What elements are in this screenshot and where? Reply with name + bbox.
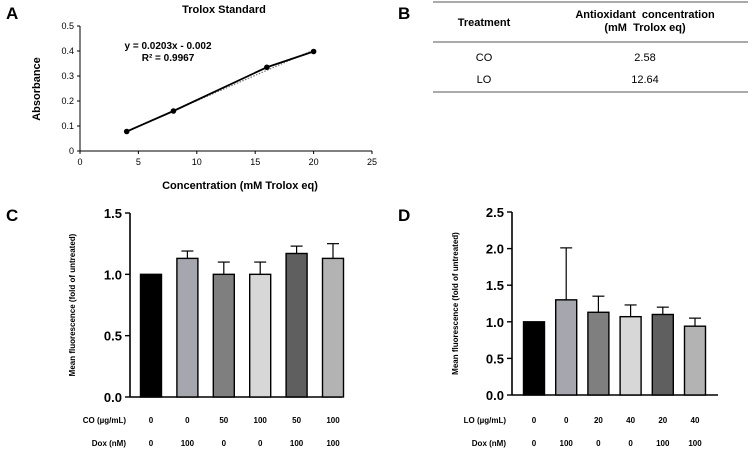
chart-c-row-label-treatment: CO (µg/mL) (83, 416, 127, 425)
chart-c-treatment-value: 50 (219, 416, 228, 425)
chart-a-x-tick-label: 15 (250, 157, 260, 167)
table-header-treatment: Treatment (458, 17, 511, 29)
chart-a-data-point (123, 128, 130, 135)
chart-d-y-tick-label: 0.5 (486, 351, 504, 366)
chart-d-bar (555, 299, 578, 396)
chart-a-data-point (264, 64, 270, 71)
chart-d-row-label-treatment: LO (µg/mL) (464, 416, 507, 425)
chart-a-y-tick-label: 0.2 (61, 96, 74, 106)
chart-a-x-tick-label: 0 (77, 157, 82, 167)
chart-c-co-fluorescence: 0.0 0.5 1.0 1.5 Mean fluorescence (fold of u… (68, 206, 345, 448)
chart-c-row-label-dox: Dox (nM) (92, 439, 127, 448)
chart-c-bar (176, 257, 199, 398)
chart-c-bar (285, 252, 308, 398)
chart-d-y-tick-label: 2.5 (486, 205, 504, 220)
chart-a-trolox-standard: Trolox Standard y = 0.0203x - 0.002 R² =… (31, 4, 377, 192)
chart-a-y-tick-label: 0.1 (61, 121, 74, 131)
chart-d-bar (683, 325, 707, 396)
chart-a-x-tick-label: 25 (367, 157, 377, 167)
chart-d-lo-fluorescence: 0.0 0.5 1.0 1.5 2.0 2.5 Mean fluorescence (fol… (451, 205, 718, 448)
chart-c-y-axis-title: Mean fluorescence (fold of untreated) (68, 233, 77, 376)
chart-a-data-point (310, 48, 317, 55)
chart-a-y-tick-label: 0 (69, 146, 74, 156)
panel-label-b: B (398, 4, 410, 23)
chart-c-treatment-value: 50 (292, 416, 301, 425)
chart-d-treatment-value: 0 (564, 416, 569, 425)
panel-label-c: C (6, 206, 18, 225)
chart-c-treatment-value: 100 (326, 416, 340, 425)
chart-d-dox-value: 100 (560, 439, 574, 448)
chart-d-treatment-value: 40 (691, 416, 700, 425)
chart-a-r-squared: R² = 0.9967 (142, 53, 195, 64)
panel-label-d: D (398, 206, 410, 225)
chart-c-bar (321, 257, 345, 398)
chart-d-treatment-value: 20 (594, 416, 603, 425)
chart-a-equation: y = 0.0203x - 0.002 (124, 41, 211, 52)
chart-c-bar (248, 273, 272, 398)
chart-a-y-axis-title: Absorbance (31, 57, 43, 121)
table-header-concentration: Antioxidant concentration (575, 9, 715, 21)
chart-d-y-tick-label: 1.0 (486, 315, 504, 330)
chart-d-bar (522, 321, 546, 396)
chart-d-dox-value: 100 (656, 439, 670, 448)
chart-d-dox-value: 0 (628, 439, 633, 448)
table-cell-treatment-lo: LO (477, 74, 492, 86)
chart-a-x-tick-label: 10 (192, 157, 202, 167)
table-cell-treatment-co: CO (476, 52, 493, 64)
chart-d-treatment-value: 40 (626, 416, 635, 425)
chart-c-bar (139, 273, 163, 398)
chart-d-y-tick-label: 2.0 (486, 242, 504, 257)
chart-c-dox-value: 100 (290, 439, 304, 448)
chart-d-bar (587, 311, 610, 396)
chart-d-bar (651, 313, 674, 396)
chart-a-y-tick-label: 0.3 (61, 71, 74, 81)
panel-b-table: Treatment Antioxidant concentration (mM … (433, 1, 748, 93)
chart-c-bar (212, 273, 236, 398)
chart-c-treatment-value: 0 (185, 416, 190, 425)
chart-d-dox-value: 100 (688, 439, 702, 448)
chart-a-y-tick-label: 0.5 (61, 21, 74, 31)
chart-c-treatment-value: 0 (149, 416, 154, 425)
table-cell-value-lo: 12.64 (631, 74, 659, 86)
chart-a-y-tick-label: 0.4 (61, 46, 74, 56)
chart-c-dox-value: 0 (258, 439, 263, 448)
chart-a-title: Trolox Standard (182, 4, 266, 16)
chart-c-dox-value: 100 (181, 439, 195, 448)
chart-a-x-tick-label: 5 (136, 157, 141, 167)
chart-d-row-label-dox: Dox (nM) (472, 439, 507, 448)
chart-a-x-tick-label: 20 (309, 157, 319, 167)
chart-c-treatment-value: 100 (254, 416, 268, 425)
chart-a-x-axis-title: Concentration (mM Trolox eq) (162, 180, 318, 192)
chart-d-treatment-value: 20 (658, 416, 667, 425)
chart-c-dox-value: 100 (326, 439, 340, 448)
table-header-unit: (mM Trolox eq) (604, 22, 686, 34)
chart-d-bar (619, 315, 642, 396)
chart-d-dox-value: 0 (532, 439, 537, 448)
chart-c-dox-value: 0 (149, 439, 154, 448)
chart-c-y-tick-label: 0.0 (104, 390, 122, 405)
chart-a-data-point (170, 108, 177, 114)
chart-d-y-axis-title: Mean fluorescence (fold of untreated) (451, 232, 460, 375)
chart-c-dox-value: 0 (222, 439, 227, 448)
chart-c-y-tick-label: 1.5 (104, 206, 122, 221)
panel-label-a: A (6, 4, 18, 23)
chart-d-y-tick-label: 0.0 (486, 388, 504, 403)
chart-d-treatment-value: 0 (532, 416, 537, 425)
chart-d-y-tick-label: 1.5 (486, 278, 504, 293)
chart-c-y-tick-label: 0.5 (104, 329, 122, 344)
chart-d-dox-value: 0 (596, 439, 601, 448)
chart-c-y-tick-label: 1.0 (104, 267, 122, 282)
chart-a-series-line (126, 50, 314, 133)
table-cell-value-co: 2.58 (634, 52, 655, 64)
